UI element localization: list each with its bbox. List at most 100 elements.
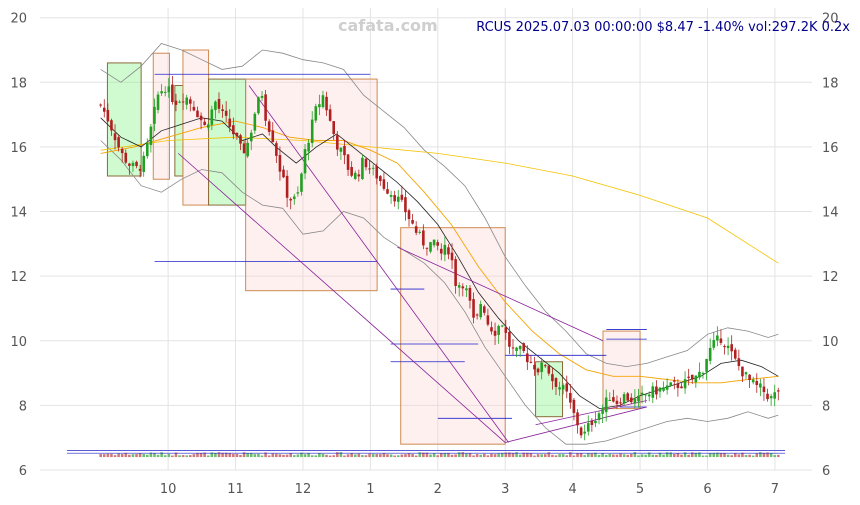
volume-bar [113, 455, 117, 458]
volume-bar [629, 453, 633, 458]
volume-bar [407, 453, 411, 458]
volume-bar [400, 454, 404, 458]
candle-body [751, 379, 755, 383]
volume-bar [278, 454, 282, 458]
volume-bar [769, 453, 773, 458]
candle-body [472, 299, 475, 318]
volume-bar [239, 454, 242, 458]
candle-body [712, 340, 716, 348]
candle-body [608, 399, 612, 401]
y-tick-label: 14 [10, 206, 27, 221]
candle-body [242, 143, 246, 154]
bollinger-upper-line [100, 43, 779, 368]
volume-bar [257, 453, 260, 458]
volume-bar [698, 452, 701, 458]
volume-bar [773, 455, 777, 458]
candle-body [264, 94, 267, 121]
volume-bar [178, 455, 181, 458]
volume-bar [759, 452, 762, 458]
candle-body [117, 137, 120, 148]
candle-body [647, 394, 651, 397]
candle-body [375, 165, 379, 179]
volume-bar [730, 455, 733, 458]
volume-bar [106, 453, 110, 458]
volume-bar [120, 454, 124, 458]
volume-bar [457, 452, 461, 458]
volume-bar [551, 454, 554, 458]
volume-bar [751, 455, 755, 458]
volume-bar [590, 453, 594, 458]
candle-body [698, 371, 701, 378]
x-axis: 10 11 12 1 2 3 4 5 6 7 [160, 482, 779, 497]
volume-bar [224, 452, 228, 458]
candle-body [192, 106, 196, 111]
candle-body [683, 379, 687, 389]
y-tick-label-right: 14 [822, 206, 839, 221]
candle-body [171, 84, 174, 102]
candle-body [622, 394, 626, 404]
candle-body [181, 101, 185, 103]
volume-bar [579, 453, 583, 458]
y-tick-label: 18 [10, 76, 27, 91]
candle-body [318, 104, 321, 108]
range-boxes [106, 49, 641, 445]
candle-body [253, 113, 257, 131]
volume-bar [436, 455, 439, 458]
volume-bar [110, 453, 113, 458]
volume-bar [762, 452, 766, 458]
volume-bar [253, 454, 257, 458]
candle-body [662, 387, 665, 391]
candle-body [579, 427, 583, 436]
volume-bar [300, 452, 303, 458]
candle-body [303, 149, 307, 174]
x-tick-label: 2 [434, 482, 442, 497]
candle-body [357, 174, 361, 177]
volume-bar [583, 455, 586, 458]
x-tick-label: 6 [703, 482, 711, 497]
volume-bar [310, 455, 314, 458]
trend-line [535, 400, 647, 426]
volume-bar [325, 454, 328, 458]
volume-bar [368, 453, 371, 458]
volume-bar [536, 454, 540, 458]
volume-bar [522, 452, 526, 458]
volume-bar [425, 452, 429, 458]
candle-body [755, 381, 759, 385]
candle-body [296, 192, 300, 194]
candle-body [314, 106, 318, 121]
candle-body [257, 97, 260, 114]
candle-body [737, 358, 741, 367]
trend-lines [177, 85, 647, 443]
candle-body [224, 110, 228, 116]
volume-bar [289, 453, 292, 458]
candle-body [726, 345, 730, 349]
volume-bar [708, 453, 712, 458]
candle-body [561, 385, 565, 390]
candle-body [368, 168, 371, 170]
y-tick-label-right: 18 [822, 76, 839, 91]
volume-bar [608, 453, 612, 458]
trend-line [248, 85, 509, 443]
candle-body [594, 420, 597, 424]
candle-body [748, 374, 751, 381]
candle-body [511, 347, 515, 349]
candle-body [203, 121, 206, 125]
volume-bar [135, 454, 138, 458]
candle-body [565, 383, 569, 392]
candle-body [142, 155, 146, 172]
candle-body [701, 373, 705, 375]
candle-body [673, 380, 676, 382]
x-tick-label: 1 [366, 482, 374, 497]
candle-body [328, 109, 332, 121]
candle-body [540, 362, 543, 373]
candle-body [504, 327, 508, 333]
candle-body [543, 365, 547, 367]
x-tick-label: 10 [160, 482, 177, 497]
candle-body [135, 161, 138, 167]
volume-bar [572, 455, 576, 458]
candle-body [292, 196, 296, 200]
candle-body [379, 176, 382, 182]
candle-body [425, 247, 429, 249]
volume-bar [576, 453, 579, 458]
volume-bar [206, 455, 210, 458]
